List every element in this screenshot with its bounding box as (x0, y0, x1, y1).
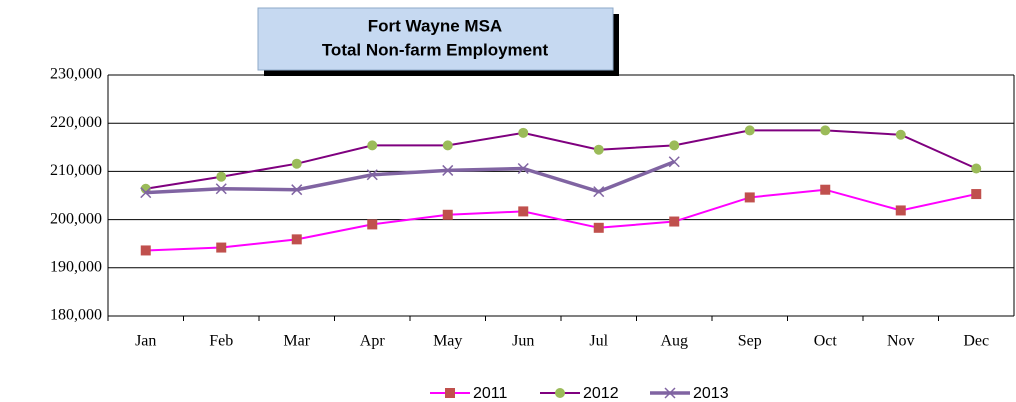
legend-label: 2013 (693, 385, 729, 402)
y-tick-label: 200,000 (50, 210, 102, 227)
chart-title: Total Non-farm Employment (322, 40, 549, 59)
point (744, 192, 755, 203)
point (820, 125, 831, 136)
legend-label: 2011 (473, 385, 508, 402)
point (744, 125, 755, 136)
x-tick-label: Nov (887, 333, 915, 350)
point (518, 127, 529, 138)
title-box (257, 7, 614, 71)
x-tick-label: Aug (660, 333, 688, 350)
point (895, 205, 906, 216)
point (668, 156, 680, 168)
series-line (145, 160, 675, 195)
point (593, 222, 604, 233)
point (669, 216, 680, 227)
x-tick-label: Apr (360, 333, 386, 350)
y-tick-label: 210,000 (50, 162, 102, 179)
y-tick-label: 220,000 (50, 114, 102, 131)
x-tick-label: Sep (738, 333, 762, 350)
point (517, 162, 529, 175)
point (820, 184, 831, 195)
y-tick-label: 190,000 (50, 258, 102, 275)
point (518, 206, 529, 217)
point (367, 219, 378, 230)
point (895, 129, 906, 140)
point (669, 140, 680, 151)
point (593, 144, 604, 155)
point (367, 140, 378, 151)
point (216, 171, 227, 182)
chart-title: Fort Wayne MSA (368, 16, 502, 35)
x-tick-label: Feb (209, 333, 233, 350)
x-tick-label: Jun (512, 333, 534, 350)
legend-marker (555, 388, 565, 398)
point (593, 186, 605, 198)
x-tick-label: Jan (135, 333, 156, 350)
point (291, 184, 303, 196)
series-line (145, 188, 977, 252)
x-tick-label: May (433, 333, 462, 350)
point (442, 140, 453, 151)
x-tick-label: Mar (283, 333, 310, 350)
series-line (145, 129, 977, 190)
x-tick-label: Jul (589, 333, 608, 350)
legend-label: 2012 (583, 385, 619, 402)
point (291, 234, 302, 245)
point (140, 187, 152, 199)
y-tick-label: 180,000 (50, 307, 102, 324)
x-tick-label: Dec (963, 333, 989, 350)
legend-marker (664, 387, 676, 399)
point (366, 169, 378, 181)
point (216, 242, 227, 253)
point (291, 158, 302, 169)
legend-marker (445, 388, 455, 398)
y-tick-label: 230,000 (50, 66, 102, 83)
point (971, 163, 982, 174)
point (442, 164, 454, 176)
x-tick-label: Oct (814, 333, 838, 350)
point (215, 183, 227, 195)
point (442, 209, 453, 220)
point (140, 245, 151, 256)
point (971, 189, 982, 200)
